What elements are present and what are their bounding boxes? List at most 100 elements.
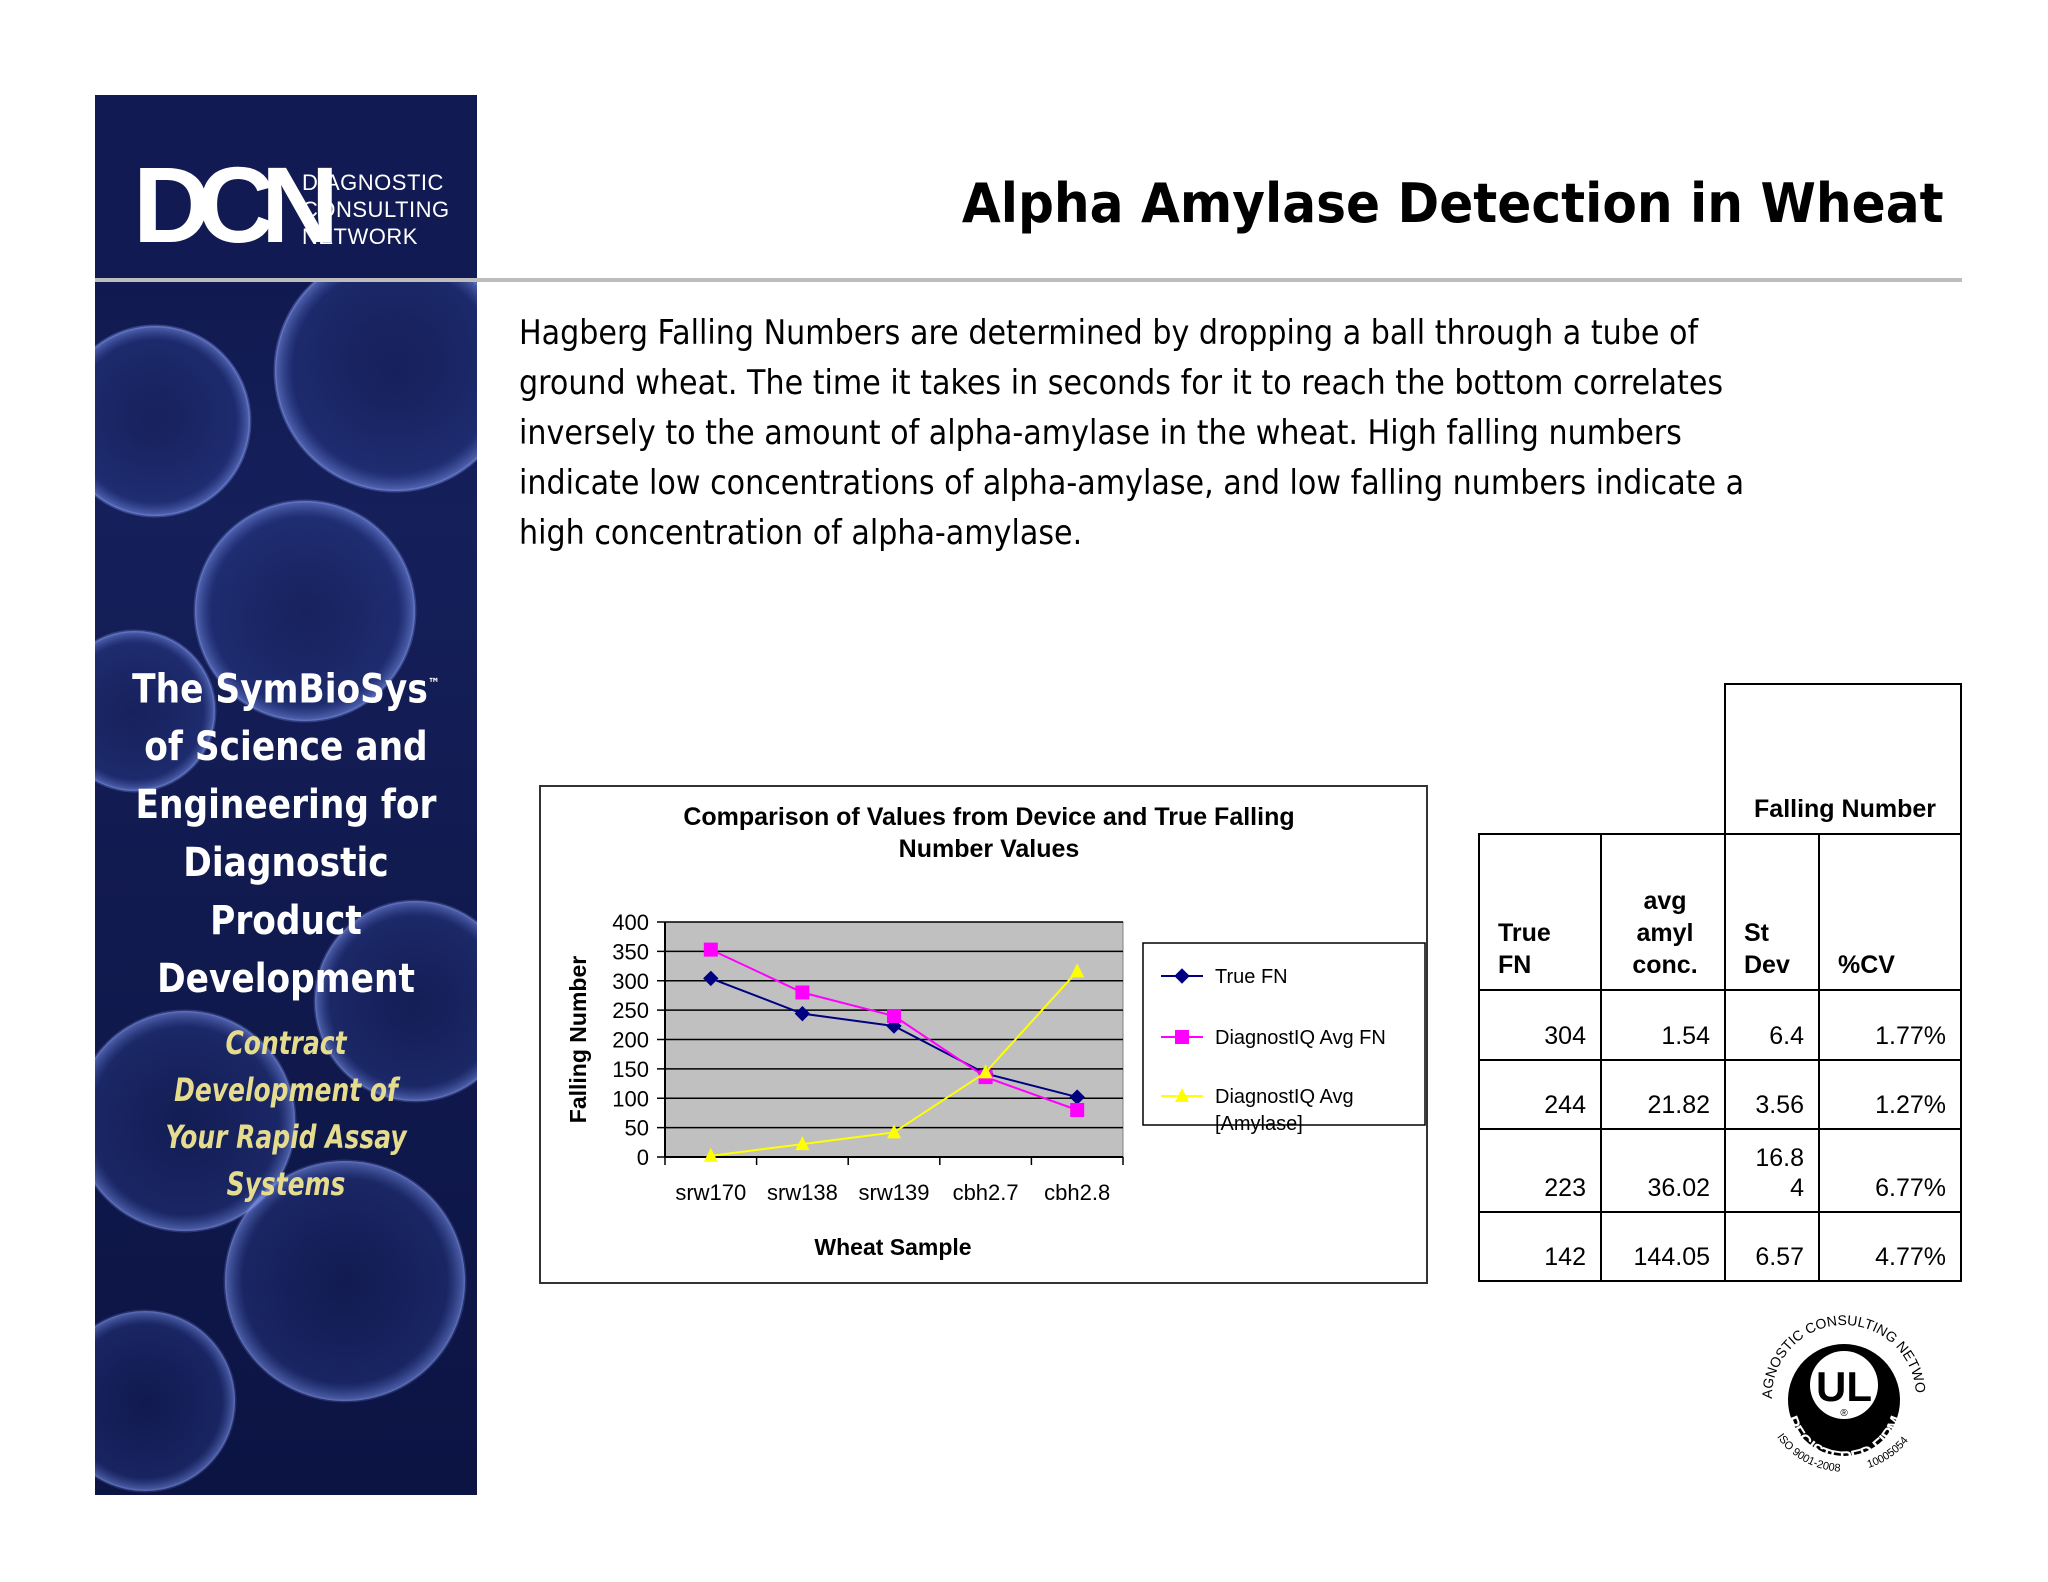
page-title: Alpha Amylase Detection in Wheat xyxy=(962,172,1944,235)
y-tick-label: 200 xyxy=(612,1028,649,1053)
table-header: St Dev xyxy=(1724,833,1820,991)
y-axis-label: Falling Number xyxy=(565,956,591,1123)
legend-label: True FN xyxy=(1215,966,1288,988)
banner-title-line: Development xyxy=(157,956,415,1003)
legend-swatch-marker xyxy=(1174,968,1190,984)
table-cell: 4.77% xyxy=(1818,1211,1962,1282)
table-cell: 3.56 xyxy=(1724,1059,1820,1130)
table-cell: 21.82 xyxy=(1600,1059,1726,1130)
table-cell: 6.4 xyxy=(1724,989,1820,1061)
sidebar-banner: DCN DIAGNOSTIC CONSULTING NETWORK The Sy… xyxy=(95,95,477,1495)
data-series xyxy=(703,942,1085,1162)
ul-registered-firm-seal: DIAGNOSTIC CONSULTING NETWORK UL ® REGIS… xyxy=(1754,1285,1929,1475)
data-point xyxy=(978,1064,993,1079)
legend-label: [Amylase] xyxy=(1215,1113,1303,1135)
data-point xyxy=(795,1136,810,1151)
banner-title-line: Engineering for xyxy=(135,782,437,829)
table-cell: 244 xyxy=(1478,1059,1602,1130)
chart-canvas: Comparison of Values from Device and Tru… xyxy=(565,803,1426,1260)
body-paragraph: Hagberg Falling Numbers are determined b… xyxy=(519,313,1745,552)
chart-legend: True FN DiagnostIQ Avg FN DiagnostIQ Avg [A… xyxy=(1142,942,1426,1135)
banner-title-line: The SymBioSys™ xyxy=(132,666,440,713)
falling-number-table: Falling Number True FN avg amyl conc. St… xyxy=(1478,683,1962,1282)
x-tick-label: cbh2.8 xyxy=(1044,1180,1110,1205)
series-3 xyxy=(703,963,1085,1162)
data-point xyxy=(703,970,719,987)
data-point xyxy=(1070,1103,1085,1117)
table-cell: 36.02 xyxy=(1600,1128,1726,1213)
table-cell: 223 xyxy=(1478,1128,1602,1213)
logo-line: NETWORK xyxy=(302,224,418,249)
x-tick-label: srw170 xyxy=(675,1180,746,1205)
table-header-row: True FN avg amyl conc. St Dev %CV xyxy=(1478,833,1962,991)
chart-title: Comparison of Values from Device and Tru… xyxy=(683,803,1294,863)
data-point xyxy=(703,942,718,957)
table-header: True FN xyxy=(1478,833,1602,991)
table-cell: 1.54 xyxy=(1600,989,1726,1061)
table-cell: 304 xyxy=(1478,989,1602,1061)
banner-subtitle-line: Contract Development of xyxy=(174,1024,398,1109)
banner-title-line: of Science and xyxy=(144,724,428,771)
data-point xyxy=(887,1009,901,1023)
title-divider xyxy=(95,278,1962,282)
y-tick-label: 400 xyxy=(612,910,649,935)
data-point xyxy=(1070,963,1085,978)
chart-title-line: Comparison of Values from Device and Tru… xyxy=(683,803,1294,831)
table-row: 142 144.05 6.57 4.77% xyxy=(1478,1211,1962,1282)
legend-swatch-marker xyxy=(1175,1030,1189,1044)
x-tick-label: cbh2.7 xyxy=(953,1180,1019,1205)
y-tick-label: 50 xyxy=(625,1116,649,1141)
table-row: 223 36.02 16.84 6.77% xyxy=(1478,1128,1962,1213)
line-chart: Comparison of Values from Device and Tru… xyxy=(539,785,1428,1284)
table-cell: 6.57 xyxy=(1724,1211,1820,1282)
y-tick-label: 0 xyxy=(637,1145,649,1170)
data-point xyxy=(795,985,810,1000)
y-tick-label: 150 xyxy=(612,1057,649,1082)
y-tick-labels: 0 50 100 150 200 250 300 350 400 xyxy=(612,910,649,1170)
table-row: 244 21.82 3.56 1.27% xyxy=(1478,1059,1962,1130)
table-blank-cell xyxy=(1479,684,1601,834)
table-group-header: Falling Number xyxy=(1724,683,1962,835)
chart-title-line: Number Values xyxy=(899,835,1080,863)
table-cell: 142 xyxy=(1478,1211,1602,1282)
table-cell: 6.77% xyxy=(1818,1128,1962,1213)
y-tick-label: 250 xyxy=(612,998,649,1023)
table-blank-cell xyxy=(1601,684,1725,834)
table-header: avg amyl conc. xyxy=(1600,833,1726,991)
y-tick-label: 300 xyxy=(612,969,649,994)
banner-subtitle: Contract Development of Your Rapid Assay… xyxy=(137,1020,435,1208)
company-logo: DCN DIAGNOSTIC CONSULTING NETWORK xyxy=(95,95,477,281)
x-tick-labels: srw170 srw138 srw139 cbh2.7 cbh2.8 xyxy=(675,1180,1110,1205)
table-cell: 1.77% xyxy=(1818,989,1962,1061)
table-cell: 144.05 xyxy=(1600,1211,1726,1282)
table-group-row: Falling Number xyxy=(1479,683,1962,835)
legend-label: DiagnostIQ Avg FN xyxy=(1215,1027,1386,1049)
table-header: %CV xyxy=(1818,833,1962,991)
logo-line: DIAGNOSTIC xyxy=(302,170,444,195)
x-tick-label: srw138 xyxy=(767,1180,838,1205)
trademark-symbol: ™ xyxy=(427,676,440,692)
table-cell: 1.27% xyxy=(1818,1059,1962,1130)
legend-swatch-marker xyxy=(1175,1088,1189,1102)
seal-mark: UL xyxy=(1816,1363,1872,1410)
data-point xyxy=(703,1147,718,1162)
table-cell: 16.84 xyxy=(1724,1128,1820,1213)
y-tick-label: 350 xyxy=(612,939,649,964)
cell-background-graphic xyxy=(95,281,477,1493)
banner-subtitle-line: Your Rapid Assay Systems xyxy=(165,1118,407,1203)
logo-line: CONSULTING xyxy=(302,197,450,222)
banner-title: The SymBioSys™ of Science and Engineerin… xyxy=(122,655,451,1008)
x-tick-label: srw139 xyxy=(859,1180,930,1205)
banner-title-line: Diagnostic Product xyxy=(183,840,389,945)
seal-registered: ® xyxy=(1840,1408,1848,1419)
logo-wordmark: DIAGNOSTIC CONSULTING NETWORK xyxy=(302,169,450,250)
axes xyxy=(657,921,1124,1165)
legend-box xyxy=(1142,942,1426,1126)
x-axis-label: Wheat Sample xyxy=(814,1234,971,1260)
logo-mark: DCN xyxy=(133,144,339,265)
legend-entry: DiagnostIQ Avg [Amylase] xyxy=(1161,1086,1354,1135)
y-tick-label: 100 xyxy=(612,1086,649,1111)
legend-entry: True FN xyxy=(1161,966,1288,988)
data-point xyxy=(887,1124,901,1139)
legend-entry: DiagnostIQ Avg FN xyxy=(1161,1027,1386,1049)
